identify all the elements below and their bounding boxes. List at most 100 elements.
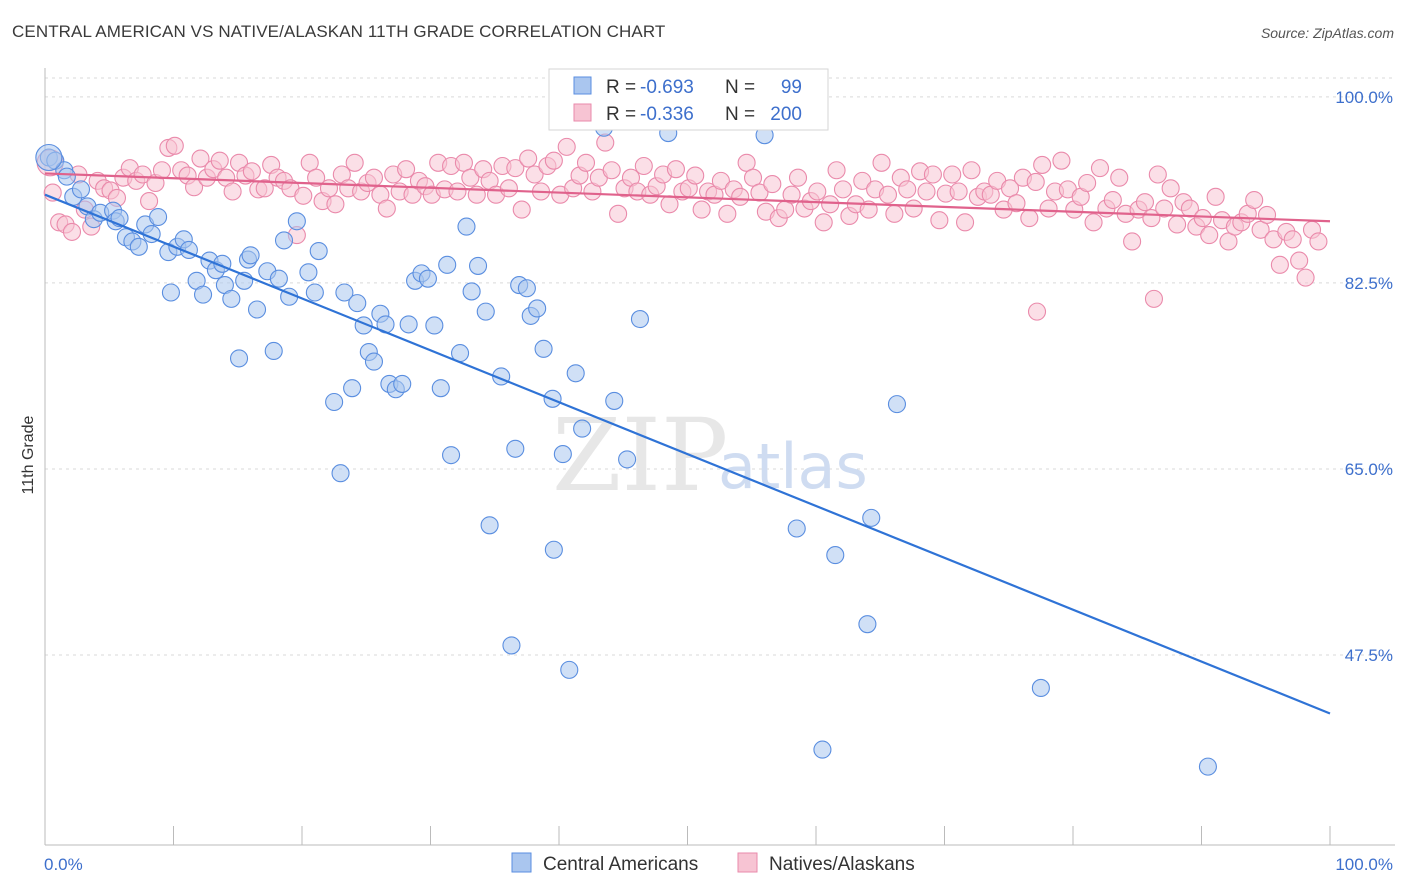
point-central-americans [462, 282, 481, 301]
point-natives-alaskans [1296, 268, 1315, 287]
watermark-zip: ZIP [552, 397, 728, 514]
point-natives-alaskans [210, 151, 229, 170]
point-natives-alaskans [1245, 190, 1264, 210]
point-central-americans [476, 302, 495, 321]
point-natives-alaskans [1020, 209, 1039, 228]
point-central-americans [335, 283, 354, 302]
point-central-americans [787, 519, 806, 538]
point-natives-alaskans [1200, 226, 1219, 245]
stats-r-value-1: -0.693 [640, 77, 694, 98]
point-central-americans [573, 419, 592, 438]
point-natives-alaskans [904, 199, 923, 218]
point-central-americans [605, 391, 624, 410]
stats-swatch-central-americans [573, 76, 592, 95]
point-central-americans [161, 283, 180, 302]
y-tick-label: 47.5% [1345, 646, 1393, 665]
point-natives-alaskans [512, 200, 531, 219]
point-natives-alaskans [763, 175, 782, 194]
point-natives-alaskans [1144, 289, 1164, 308]
point-central-americans [418, 269, 437, 288]
point-natives-alaskans [223, 182, 242, 201]
point-natives-alaskans [345, 153, 364, 172]
y-tick-labels: 47.5% 65.0% 82.5% 100.0% [1335, 88, 1393, 665]
stats-r-value-2: -0.336 [640, 104, 694, 125]
point-central-americans [618, 450, 637, 469]
point-natives-alaskans [557, 137, 576, 156]
point-natives-alaskans [917, 182, 936, 201]
point-natives-alaskans [692, 200, 711, 219]
point-central-americans [241, 246, 260, 265]
point-central-americans [442, 446, 461, 465]
point-natives-alaskans [1270, 255, 1289, 274]
point-natives-alaskans [821, 195, 840, 214]
point-natives-alaskans [1078, 173, 1097, 193]
stats-swatch-natives-alaskans [573, 103, 592, 122]
point-natives-alaskans [833, 180, 853, 199]
legend-label-natives-alaskans: Natives/Alaskans [769, 854, 915, 875]
series-natives-alaskans [36, 133, 1328, 321]
point-central-americans [399, 315, 418, 334]
y-tick-label: 82.5% [1345, 274, 1393, 293]
point-central-americans [858, 615, 877, 634]
stats-r-label-1: R = [606, 77, 636, 98]
point-natives-alaskans [140, 192, 159, 211]
x-tick-labels: 0.0% 100.0% [44, 855, 1393, 874]
point-central-americans [566, 364, 585, 383]
point-natives-alaskans [949, 182, 968, 201]
point-central-americans [457, 217, 476, 236]
point-natives-alaskans [326, 195, 345, 214]
point-central-americans [862, 508, 881, 527]
point-central-americans [480, 516, 499, 535]
point-central-americans [57, 167, 76, 186]
point-natives-alaskans [788, 168, 808, 187]
point-natives-alaskans [1026, 172, 1045, 191]
point-central-americans [438, 255, 457, 274]
trend-line-natives-alaskans [44, 172, 1331, 223]
trend-lines [44, 172, 1331, 715]
point-natives-alaskans [1052, 151, 1071, 170]
point-natives-alaskans [255, 179, 274, 198]
point-central-americans [560, 660, 579, 679]
point-natives-alaskans [377, 199, 396, 218]
point-natives-alaskans [133, 165, 152, 184]
point-natives-alaskans [1123, 232, 1142, 251]
point-central-americans [534, 339, 553, 358]
point-natives-alaskans [461, 168, 480, 187]
legend-label-central-americans: Central Americans [543, 854, 698, 875]
point-natives-alaskans [1161, 179, 1180, 198]
point-central-americans [129, 237, 148, 256]
point-natives-alaskans [300, 153, 319, 172]
point-natives-alaskans [782, 185, 801, 204]
point-natives-alaskans [454, 153, 473, 172]
point-central-americans [364, 352, 384, 371]
watermark: ZIP atlas [552, 397, 868, 514]
point-natives-alaskans [1251, 220, 1270, 239]
point-natives-alaskans [1090, 159, 1110, 178]
point-natives-alaskans [666, 160, 685, 179]
point-natives-alaskans [956, 213, 975, 232]
point-central-americans [71, 180, 91, 199]
point-natives-alaskans [525, 165, 544, 184]
point-natives-alaskans [499, 179, 518, 198]
point-natives-alaskans [191, 149, 210, 168]
point-central-americans [229, 349, 249, 368]
point-natives-alaskans [1110, 168, 1129, 187]
point-natives-alaskans [1084, 213, 1103, 232]
point-central-americans [264, 341, 283, 361]
point-central-americans [305, 283, 324, 302]
point-central-americans [299, 263, 318, 282]
point-natives-alaskans [519, 149, 538, 168]
point-central-americans [325, 392, 344, 412]
point-natives-alaskans [1007, 194, 1026, 213]
point-central-americans [1031, 678, 1050, 698]
point-natives-alaskans [506, 159, 525, 178]
point-natives-alaskans [1039, 199, 1058, 218]
point-natives-alaskans [660, 195, 679, 214]
point-natives-alaskans [686, 166, 705, 185]
point-natives-alaskans [872, 153, 891, 172]
stats-n-value-2: 200 [770, 104, 802, 125]
point-central-americans [194, 285, 213, 304]
point-natives-alaskans [731, 187, 750, 206]
point-natives-alaskans [943, 165, 962, 184]
